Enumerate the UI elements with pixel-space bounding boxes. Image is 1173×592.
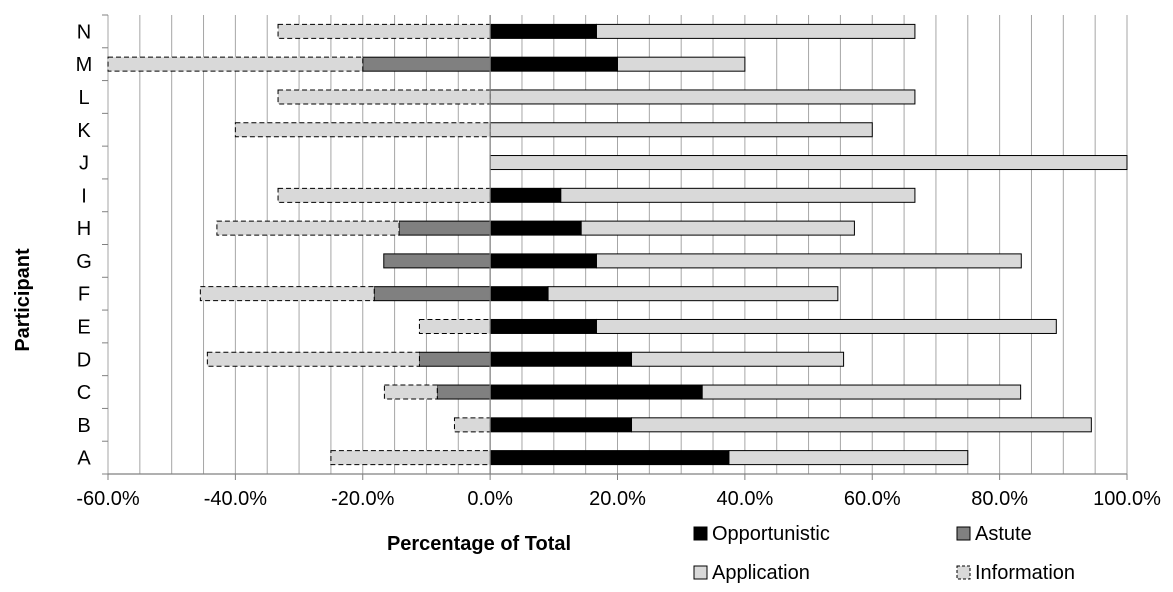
bar-opportunistic xyxy=(489,253,597,269)
bar-application xyxy=(489,155,1128,171)
bar-application xyxy=(489,89,916,105)
bar-application xyxy=(595,253,1022,269)
x-tick-label: -60.0% xyxy=(76,488,140,510)
axes xyxy=(102,14,1128,480)
x-tick-label: 100.0% xyxy=(1093,488,1161,510)
bar-application xyxy=(547,286,839,302)
x-tick-label: -20.0% xyxy=(331,488,395,510)
legend-swatch-astute xyxy=(956,526,971,541)
bar-application xyxy=(631,351,845,367)
bar-opportunistic xyxy=(489,23,597,39)
x-tick-label: 0.0% xyxy=(467,488,513,510)
legend: Opportunistic Astute Application Informatio… xyxy=(693,523,1075,584)
y-axis-title: Participant xyxy=(12,248,34,352)
y-tick-label: H xyxy=(77,218,91,240)
bar-opportunistic xyxy=(489,417,633,433)
y-tick-label: A xyxy=(77,448,91,470)
legend-label-application: Application xyxy=(712,562,810,584)
bar-application xyxy=(631,417,1092,433)
x-tick-label: -40.0% xyxy=(204,488,268,510)
bar-opportunistic xyxy=(489,220,582,236)
bar-opportunistic xyxy=(489,187,562,203)
legend-swatch-application xyxy=(693,565,708,580)
legend-label-astute: Astute xyxy=(975,523,1032,545)
bar-astute xyxy=(398,220,491,236)
bar-opportunistic xyxy=(489,384,703,400)
bar-information xyxy=(277,23,491,39)
y-tick-label: N xyxy=(77,21,91,43)
bar-information xyxy=(330,450,491,466)
legend-label-information: Information xyxy=(975,562,1075,584)
y-tick-label: J xyxy=(79,153,89,175)
bar-information xyxy=(277,89,491,105)
bar-opportunistic xyxy=(489,318,597,334)
y-tick-label: I xyxy=(81,185,87,207)
bar-information xyxy=(418,318,491,334)
gridlines xyxy=(107,15,1128,474)
bar-astute xyxy=(383,253,491,269)
x-tick-label: 20.0% xyxy=(589,488,646,510)
x-tick-label: 60.0% xyxy=(844,488,901,510)
bar-opportunistic xyxy=(489,286,549,302)
y-tick-label: K xyxy=(77,120,91,142)
bar-information xyxy=(199,286,375,302)
bar-information xyxy=(383,384,438,400)
y-tick-label: C xyxy=(77,382,91,404)
bar-application xyxy=(595,318,1057,334)
bar-application xyxy=(489,122,873,138)
bar-application xyxy=(728,450,969,466)
y-tick-label: L xyxy=(78,87,89,109)
bar-astute xyxy=(362,56,491,72)
bars xyxy=(107,23,1128,466)
y-tick-label: E xyxy=(77,316,90,338)
x-axis-title: Percentage of Total xyxy=(387,533,571,555)
bar-astute xyxy=(373,286,491,302)
bar-information xyxy=(277,187,491,203)
bar-opportunistic xyxy=(489,56,618,72)
bar-information xyxy=(234,122,491,138)
bar-application xyxy=(701,384,1022,400)
y-tick-label: M xyxy=(76,54,93,76)
legend-swatch-information xyxy=(956,565,971,580)
x-tick-label: 80.0% xyxy=(971,488,1028,510)
bar-application xyxy=(580,220,855,236)
y-tick-label: B xyxy=(77,415,90,437)
bar-application xyxy=(560,187,916,203)
y-tick-label: F xyxy=(78,284,90,306)
bar-astute xyxy=(436,384,491,400)
bar-information xyxy=(107,56,364,72)
legend-label-opportunistic: Opportunistic xyxy=(712,523,830,545)
bar-information xyxy=(206,351,420,367)
legend-swatch-opportunistic xyxy=(693,526,708,541)
bar-application xyxy=(595,23,916,39)
y-tick-label: D xyxy=(77,349,91,371)
x-tick-label: 40.0% xyxy=(717,488,774,510)
bar-information xyxy=(453,417,491,433)
bar-opportunistic xyxy=(489,450,730,466)
bar-information xyxy=(216,220,400,236)
y-tick-label: G xyxy=(76,251,92,273)
bar-application xyxy=(617,56,746,72)
bar-opportunistic xyxy=(489,351,633,367)
bar-astute xyxy=(418,351,491,367)
